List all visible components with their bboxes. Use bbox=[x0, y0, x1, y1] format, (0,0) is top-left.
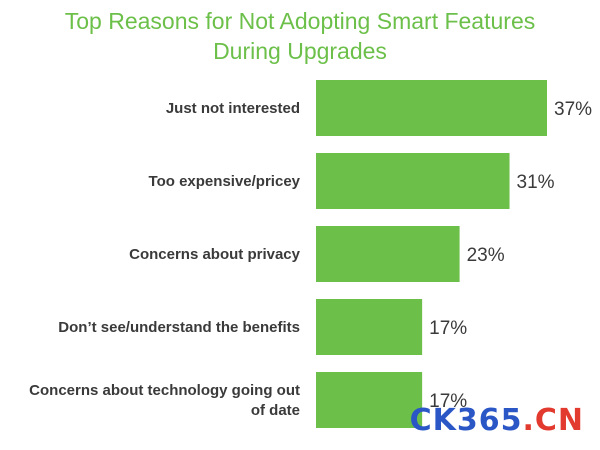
value-label-0: 37% bbox=[554, 99, 592, 120]
category-label-2: Concerns about privacy bbox=[129, 246, 301, 263]
category-label-1: Too expensive/pricey bbox=[149, 173, 301, 190]
chart-title: Top Reasons for Not Adopting Smart Featu… bbox=[0, 6, 600, 66]
watermark-part-1: CK365 bbox=[409, 403, 523, 438]
watermark-part-2: .CN bbox=[522, 403, 584, 438]
category-label-0: Just not interested bbox=[166, 100, 300, 117]
category-label-1-line-0: Too expensive/pricey bbox=[149, 173, 301, 190]
category-label-4: Concerns about technology going out of da… bbox=[29, 382, 300, 419]
value-label-3: 17% bbox=[429, 318, 467, 339]
category-label-4-line-1: of date bbox=[251, 402, 300, 419]
value-label-2: 23% bbox=[467, 245, 505, 266]
category-label-2-line-0: Concerns about privacy bbox=[129, 246, 301, 263]
value-label-1: 31% bbox=[517, 172, 555, 193]
watermark-logo: CK365.CN bbox=[410, 403, 584, 438]
category-label-3-line-0: Don’t see/understand the benefits bbox=[58, 319, 300, 336]
bar-2 bbox=[316, 226, 460, 282]
category-label-4-line-0: Concerns about technology going out bbox=[29, 382, 300, 399]
bar-4 bbox=[316, 372, 423, 428]
value-label-4: 17% bbox=[429, 391, 467, 412]
chart-title-line-2: During Upgrades bbox=[213, 38, 387, 64]
bar-3 bbox=[316, 299, 423, 355]
category-label-0-line-0: Just not interested bbox=[166, 100, 300, 117]
bar-0 bbox=[316, 80, 547, 136]
chart-title-line-1: Top Reasons for Not Adopting Smart Featu… bbox=[64, 8, 536, 34]
bar-1 bbox=[316, 153, 510, 209]
category-label-3: Don’t see/understand the benefits bbox=[58, 319, 300, 336]
